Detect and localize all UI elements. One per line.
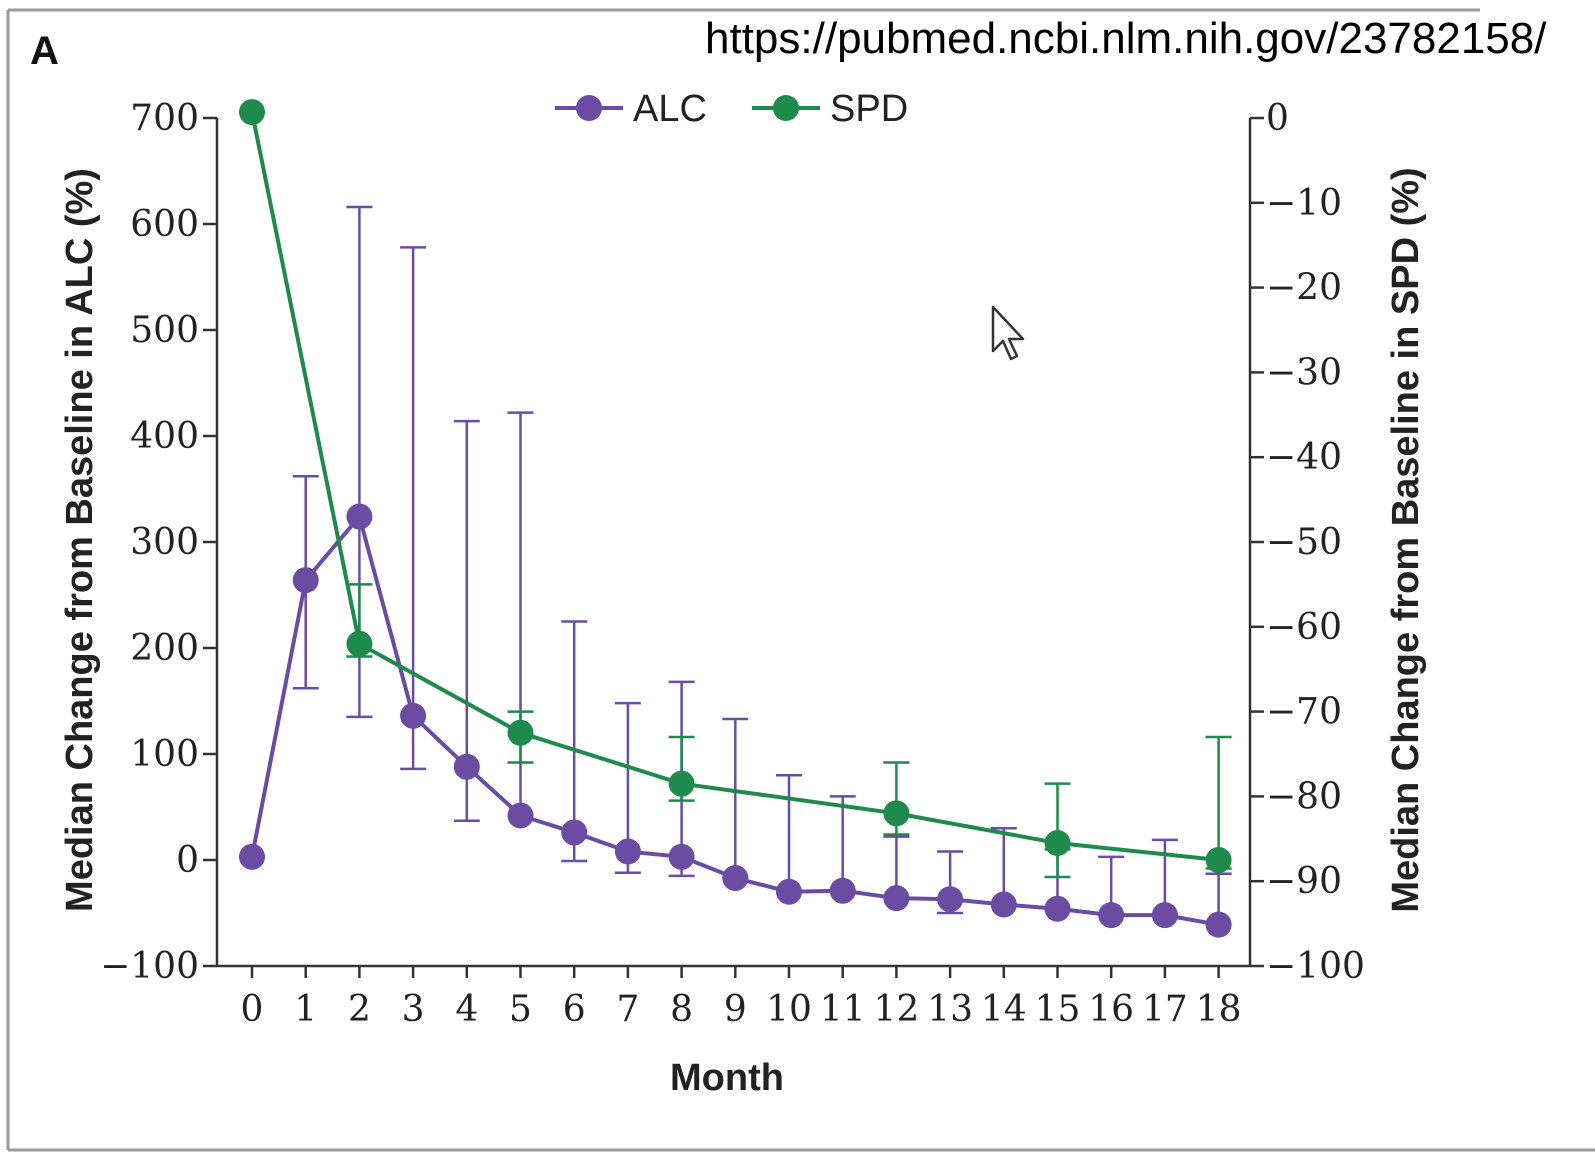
- source-url[interactable]: https://pubmed.ncbi.nlm.nih.gov/23782158…: [705, 14, 1547, 63]
- legend-alc-marker: [576, 95, 602, 121]
- y-axis-title-right: Median Change from Baseline in SPD (%): [1385, 167, 1427, 912]
- alc-data-point: [668, 843, 695, 870]
- x-tick-label: 17: [1142, 989, 1188, 1030]
- data-points-group: [239, 99, 1232, 938]
- y-right-tick-label: −40: [1266, 437, 1342, 478]
- alc-data-point: [883, 885, 910, 912]
- axes-group: 7006005004003002001000−1000−10−20−30−40−…: [100, 98, 1365, 1030]
- legend-alc-label: ALC: [633, 88, 707, 130]
- x-tick-label: 14: [981, 989, 1027, 1030]
- x-tick-label: 9: [724, 989, 747, 1030]
- alc-data-point: [990, 891, 1017, 918]
- x-tick-label: 5: [509, 989, 532, 1030]
- x-tick-label: 10: [766, 989, 812, 1030]
- alc-data-point: [561, 819, 588, 846]
- x-tick-label: 11: [820, 989, 866, 1030]
- spd-data-point: [1205, 847, 1232, 873]
- x-tick-label: 18: [1196, 989, 1242, 1030]
- alc-data-point: [829, 877, 856, 904]
- y-left-tick-label: 600: [130, 204, 199, 245]
- spd-data-point: [1044, 830, 1071, 857]
- x-axis-title: Month: [670, 1057, 784, 1099]
- y-right-tick-label: −100: [1266, 946, 1365, 987]
- y-left-tick-label: 300: [130, 522, 199, 563]
- alc-data-point: [507, 802, 534, 829]
- y-right-tick-label: −80: [1266, 776, 1342, 817]
- legend-spd-label: SPD: [830, 88, 908, 130]
- y-left-tick-label: −100: [100, 946, 199, 987]
- y-right-tick-label: −60: [1266, 607, 1342, 648]
- y-right-tick-label: −70: [1266, 692, 1342, 733]
- x-tick-label: 3: [402, 989, 425, 1030]
- x-tick-label: 15: [1035, 989, 1081, 1030]
- spd-data-point: [883, 800, 910, 827]
- alc-data-point: [239, 843, 265, 870]
- y-left-tick-label: 100: [130, 734, 199, 775]
- alc-data-point: [937, 886, 964, 913]
- y-left-tick-label: 0: [176, 840, 199, 881]
- y-right-tick-label: −30: [1266, 352, 1342, 393]
- alc-data-point: [1205, 911, 1232, 938]
- x-tick-label: 8: [670, 989, 693, 1030]
- y-left-tick-label: 200: [130, 628, 199, 669]
- y-right-tick-label: −20: [1266, 268, 1342, 309]
- x-tick-label: 16: [1088, 989, 1134, 1030]
- panel-label: A: [30, 29, 59, 73]
- x-tick-label: 1: [294, 989, 317, 1030]
- spd-data-point: [239, 99, 265, 126]
- y-left-tick-label: 400: [130, 416, 199, 457]
- spd-data-point: [668, 770, 695, 797]
- legend-spd-marker: [773, 95, 799, 121]
- x-tick-label: 0: [241, 989, 264, 1030]
- y-right-tick-label: −90: [1266, 861, 1342, 902]
- legend: ALC SPD: [555, 88, 908, 130]
- alc-data-point: [1098, 902, 1125, 929]
- spd-data-point: [507, 719, 534, 746]
- alc-data-point: [722, 865, 749, 892]
- y-right-tick-label: 0: [1266, 98, 1289, 139]
- error-bars-group: [292, 205, 1232, 926]
- x-tick-label: 4: [455, 989, 478, 1030]
- y-right-tick-label: −50: [1266, 522, 1342, 563]
- y-left-tick-label: 700: [130, 98, 199, 139]
- alc-data-point: [614, 838, 641, 865]
- x-tick-label: 7: [616, 989, 639, 1030]
- x-tick-label: 12: [873, 989, 919, 1030]
- x-tick-label: 2: [348, 989, 371, 1030]
- y-left-tick-label: 500: [130, 310, 199, 351]
- alc-data-point: [1151, 902, 1178, 929]
- y-right-tick-label: −10: [1266, 183, 1342, 224]
- alc-data-point: [453, 753, 480, 780]
- alc-data-point: [1044, 895, 1071, 922]
- mouse-cursor-icon: [991, 305, 1025, 361]
- spd-data-point: [346, 630, 373, 657]
- x-tick-label: 6: [563, 989, 586, 1030]
- alc-data-point: [776, 878, 802, 905]
- alc-data-point: [346, 503, 373, 530]
- x-tick-label: 13: [927, 989, 973, 1030]
- alc-data-point: [400, 702, 427, 729]
- y-axis-title-left: Median Change from Baseline in ALC (%): [59, 168, 101, 912]
- alc-data-point: [292, 567, 319, 594]
